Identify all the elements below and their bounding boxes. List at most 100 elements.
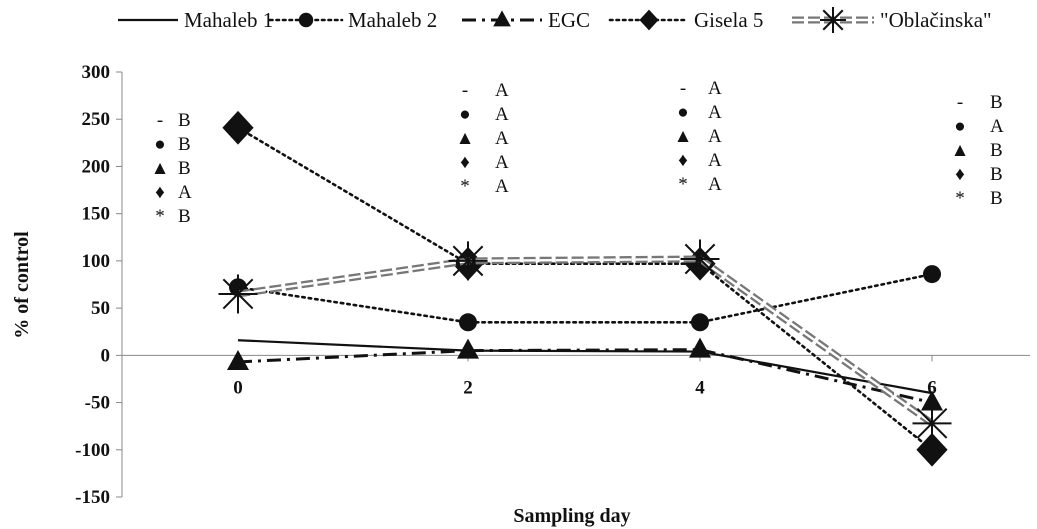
series-line-inner (237, 257, 933, 425)
axes: -150 -100 -50 0 50 100 150 200 250 300 0 2 4 6 (75, 62, 1030, 508)
series-line (236, 272, 934, 324)
annotation-marker: ♦ (678, 150, 688, 171)
annotation-marker: ♦ (155, 182, 165, 203)
annotation-marker: ● (154, 134, 165, 155)
annotation-letter: B (178, 134, 191, 155)
data-point (227, 349, 249, 370)
annotation-letter: A (708, 102, 722, 123)
y-tick-label: 0 (101, 345, 111, 366)
annotation-letter: A (708, 174, 722, 195)
legend-label: Gisela 5 (694, 8, 763, 32)
series-lines (218, 110, 952, 467)
series-mahaleb-1 (237, 339, 933, 395)
significance-annotations: - B● B▲ B♦ A* B- A● A▲ A♦ A* A- A● A▲ A♦ A* A- B● A▲ B♦ B* B (151, 78, 1004, 227)
y-tick-label: -50 (85, 393, 110, 414)
annotation-marker: * (460, 176, 470, 197)
annotation-letter: A (495, 80, 509, 101)
legend-label: Mahaleb 1 (184, 8, 273, 32)
annotation-letter: A (495, 128, 509, 149)
annotation-marker: ♦ (955, 164, 965, 185)
x-axis-title: Sampling day (513, 505, 630, 527)
x-tick-label: 6 (927, 377, 937, 398)
annotation-letter: A (708, 150, 722, 171)
annotation-letter: A (708, 78, 722, 99)
annotation-letter: B (178, 206, 191, 227)
x-tick-label: 4 (695, 377, 705, 398)
legend-marker (298, 12, 314, 28)
annotation-letter: B (990, 140, 1003, 161)
y-tick-label: 50 (91, 298, 110, 319)
annotation-letter: A (178, 182, 192, 203)
y-tick-label: 150 (82, 204, 111, 225)
annotation-letter: B (990, 188, 1003, 209)
annotation-letter: A (495, 152, 509, 173)
series-line (237, 339, 933, 395)
data-point (923, 265, 941, 284)
data-point (916, 432, 948, 467)
annotation-marker: ● (677, 102, 688, 123)
series-line (236, 126, 934, 452)
annotation-marker: - (957, 92, 963, 113)
annotation-letter: B (990, 164, 1003, 185)
asterisk-stroke (916, 408, 948, 439)
legend-item: EGC (462, 8, 590, 32)
data-point (218, 274, 258, 314)
asterisk-stroke (222, 278, 254, 310)
series-line (237, 348, 933, 405)
legend: Mahaleb 1 Mahaleb 2 EGC Gisela 5 "Oblačinska… (118, 7, 992, 33)
annotation-letter: B (990, 92, 1003, 113)
annotation-group-day-4: - A ● A ▲ A ♦ A * A (674, 78, 722, 195)
y-axis-title: % of control (11, 231, 33, 339)
data-point (448, 241, 488, 281)
y-tick-label: -150 (75, 487, 110, 508)
y-tick-label: -100 (75, 440, 110, 461)
legend-marker (493, 10, 511, 27)
annotation-marker: ▲ (674, 126, 693, 147)
series-egc (227, 337, 943, 411)
legend-item: Gisela 5 (608, 8, 763, 32)
legend-label: EGC (548, 8, 590, 32)
annotation-letter: B (178, 110, 191, 131)
legend-item: "Oblačinska" (792, 7, 992, 33)
asterisk-stroke (684, 243, 716, 275)
y-tick-label: 300 (82, 62, 111, 83)
annotation-marker: * (955, 188, 965, 209)
annotation-marker: * (155, 206, 165, 227)
legend-marker (639, 9, 659, 31)
annotation-marker: ▲ (151, 158, 170, 179)
legend-label: "Oblačinska" (880, 8, 992, 32)
annotation-marker: - (157, 110, 163, 131)
annotation-letter: B (178, 158, 191, 179)
annotation-group-day-0: - B● B▲ B♦ A* B (151, 110, 192, 227)
annotation-letter: A (495, 104, 509, 125)
legend-item: Mahaleb 1 (118, 8, 273, 32)
annotation-group-day-6: - B ● A ▲ B ♦ B * B (951, 92, 1004, 209)
y-tick-label: 250 (82, 109, 111, 130)
data-point (912, 403, 952, 443)
data-point (457, 338, 479, 359)
annotation-marker: ▲ (951, 140, 970, 161)
asterisk-stroke (822, 9, 844, 31)
data-point (921, 390, 943, 411)
series-line (237, 255, 935, 427)
annotation-marker: * (678, 174, 688, 195)
y-tick-label: 100 (82, 251, 111, 272)
annotation-letter: A (495, 176, 509, 197)
annotation-marker: - (462, 80, 468, 101)
series-mahaleb-2 (229, 265, 941, 332)
y-tick-label: 200 (82, 156, 111, 177)
annotation-marker: ● (954, 116, 965, 137)
annotation-marker: ● (459, 104, 470, 125)
data-point (222, 110, 254, 145)
legend-label: Mahaleb 2 (348, 8, 437, 32)
series-obla-inska (218, 239, 952, 443)
annotation-marker: ▲ (456, 128, 475, 149)
annotation-marker: ♦ (460, 152, 470, 173)
annotation-letter: A (708, 126, 722, 147)
data-point (459, 313, 477, 332)
legend-marker (820, 7, 846, 33)
annotation-marker: - (680, 78, 686, 99)
data-point (680, 239, 720, 279)
x-tick-label: 2 (463, 377, 473, 398)
